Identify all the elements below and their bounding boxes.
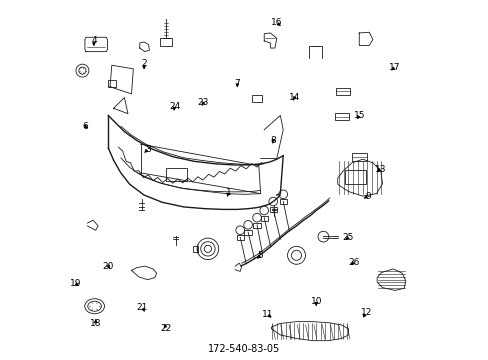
Bar — [236, 235, 244, 240]
Text: 10: 10 — [310, 297, 321, 306]
Text: 18: 18 — [90, 319, 101, 328]
Text: 21: 21 — [136, 303, 148, 312]
Text: 14: 14 — [288, 93, 300, 102]
Text: 3: 3 — [144, 145, 150, 154]
Text: 26: 26 — [347, 258, 359, 267]
Text: 24: 24 — [168, 102, 180, 111]
Text: 4: 4 — [91, 36, 97, 45]
Bar — [160, 39, 172, 45]
Bar — [351, 153, 366, 161]
Text: 5: 5 — [257, 251, 263, 260]
Text: 25: 25 — [342, 233, 353, 242]
Text: 1: 1 — [225, 188, 231, 197]
Text: 22: 22 — [160, 324, 171, 333]
Text: 9: 9 — [365, 192, 370, 201]
Bar — [279, 199, 286, 204]
Text: 2: 2 — [141, 59, 146, 68]
Text: 6: 6 — [82, 122, 88, 131]
Text: 17: 17 — [388, 63, 400, 72]
Bar — [335, 88, 349, 95]
Text: 7: 7 — [234, 79, 240, 88]
Text: 13: 13 — [374, 165, 386, 174]
Text: 19: 19 — [70, 279, 81, 288]
Text: 20: 20 — [102, 262, 114, 271]
Bar — [251, 95, 261, 102]
Bar — [253, 223, 260, 228]
Text: 23: 23 — [197, 98, 208, 107]
Bar — [260, 216, 267, 221]
Bar — [244, 230, 251, 235]
Bar — [107, 80, 116, 87]
Text: 12: 12 — [360, 308, 371, 317]
Text: 172-540-83-05: 172-540-83-05 — [208, 344, 280, 354]
Bar — [344, 170, 365, 184]
Text: 8: 8 — [270, 136, 276, 145]
Bar — [192, 246, 198, 252]
Text: 15: 15 — [353, 111, 364, 120]
Bar — [334, 113, 348, 120]
Text: 16: 16 — [270, 18, 282, 27]
Bar — [269, 207, 276, 212]
Text: 11: 11 — [262, 310, 273, 319]
